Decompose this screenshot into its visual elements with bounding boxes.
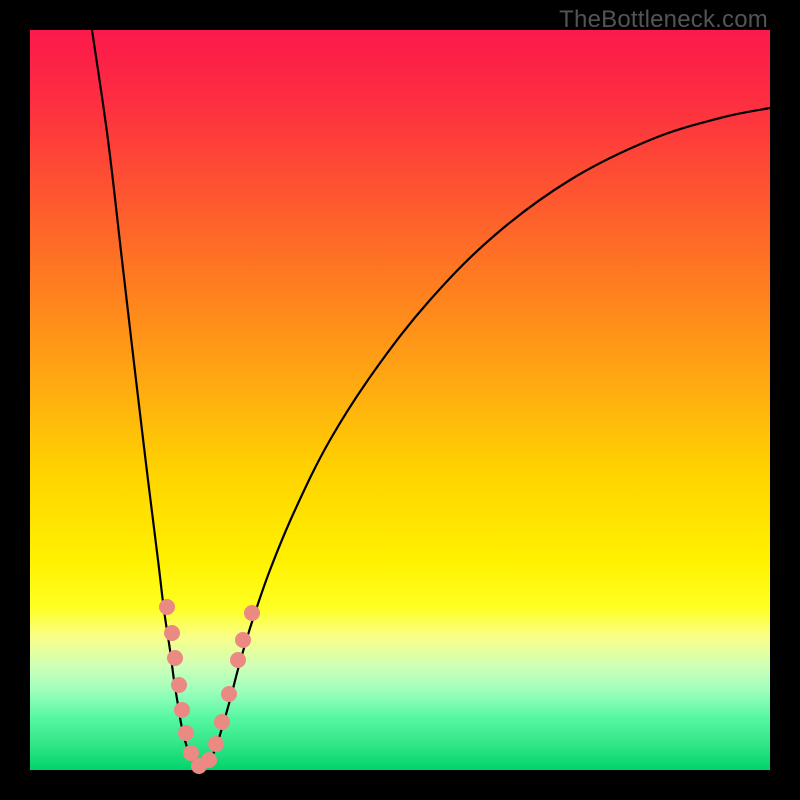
data-marker xyxy=(244,605,260,621)
data-marker xyxy=(171,677,187,693)
data-marker xyxy=(174,702,190,718)
bottleneck-chart-svg xyxy=(0,0,800,800)
data-marker xyxy=(164,625,180,641)
data-marker xyxy=(221,686,237,702)
data-marker xyxy=(178,725,194,741)
watermark-label: TheBottleneck.com xyxy=(559,6,768,34)
data-marker xyxy=(230,652,246,668)
data-marker xyxy=(208,736,224,752)
data-marker xyxy=(214,714,230,730)
data-marker xyxy=(167,650,183,666)
chart-container: TheBottleneck.com xyxy=(0,0,800,800)
data-marker xyxy=(159,599,175,615)
data-marker xyxy=(201,752,217,768)
data-marker xyxy=(235,632,251,648)
gradient-background xyxy=(30,30,770,770)
